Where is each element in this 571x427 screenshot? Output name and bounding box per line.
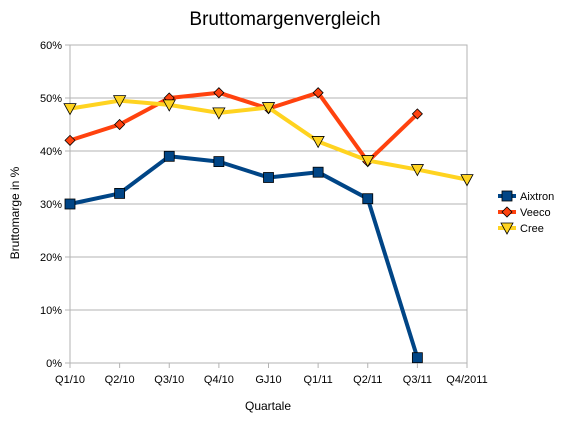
x-tick-label: Q4/10 [204, 374, 234, 386]
cree-point [500, 222, 514, 235]
veeco-point [312, 87, 324, 99]
aixtron-point [263, 172, 274, 183]
chart-title: Bruttomargenvergleich [189, 9, 380, 30]
legend-label: Veeco [520, 207, 551, 219]
aixtron-point [64, 198, 76, 210]
legend: Aixtron Veeco Cree [498, 190, 554, 235]
legend-label: Cree [520, 223, 544, 235]
aixtron-point [213, 156, 225, 168]
legend-item-aixtron: Aixtron [498, 190, 554, 203]
x-tick-label: Q2/10 [105, 374, 135, 386]
aixtron-point [163, 150, 175, 162]
y-axis-ticks: 0% 10% 20% 30% 40% 50% 60% [40, 40, 70, 370]
y-tick-label: 30% [40, 199, 62, 211]
aixtron-point [411, 352, 423, 364]
y-tick-label: 40% [40, 146, 62, 158]
y-tick-label: 10% [40, 305, 62, 317]
grid [70, 44, 467, 364]
x-tick-label: Q3/11 [403, 374, 432, 386]
aixtron-point [312, 166, 324, 178]
veeco-point [213, 87, 225, 99]
x-tick-label: Q2/11 [353, 374, 382, 386]
series-group [63, 87, 474, 364]
x-tick-label: Q1/11 [304, 374, 333, 386]
y-tick-label: 50% [40, 93, 62, 105]
y-tick-label: 0% [46, 358, 62, 370]
series-cree [63, 95, 474, 187]
cree-point [311, 136, 325, 149]
veeco-point [411, 108, 423, 120]
x-axis-ticks: Q1/10 Q2/10 Q3/10 Q4/10 GJ10 Q1/11 Q2/11 Q3/11 Q… [55, 363, 488, 386]
x-axis-label: Quartale [245, 399, 291, 413]
veeco-point [501, 206, 513, 218]
cree-point [261, 102, 276, 115]
x-tick-label: GJ10 [255, 374, 281, 386]
cree-point [361, 155, 375, 168]
cree-point [162, 99, 176, 112]
aixtron-line [69, 154, 420, 359]
y-tick-label: 20% [40, 252, 62, 264]
veeco-point [64, 134, 76, 146]
cree-point [112, 95, 127, 108]
x-tick-label: Q3/10 [154, 374, 184, 386]
y-tick-label: 60% [40, 40, 62, 52]
cree-point [63, 103, 77, 116]
cree-point [410, 164, 425, 177]
series-aixtron [64, 150, 423, 364]
y-axis-label: Bruttomarge in % [8, 166, 22, 259]
cree-point [460, 174, 474, 187]
legend-label: Aixtron [520, 191, 554, 203]
cree-point [212, 107, 226, 120]
aixtron-point [501, 190, 513, 202]
aixtron-point [114, 187, 126, 199]
veeco-point [114, 118, 126, 131]
legend-item-cree: Cree [498, 222, 544, 235]
aixtron-point [362, 193, 374, 205]
veeco-line [69, 90, 419, 164]
x-tick-label: Q1/10 [55, 374, 85, 386]
x-tick-label: Q4/2011 [446, 374, 487, 386]
legend-item-veeco: Veeco [498, 206, 551, 219]
